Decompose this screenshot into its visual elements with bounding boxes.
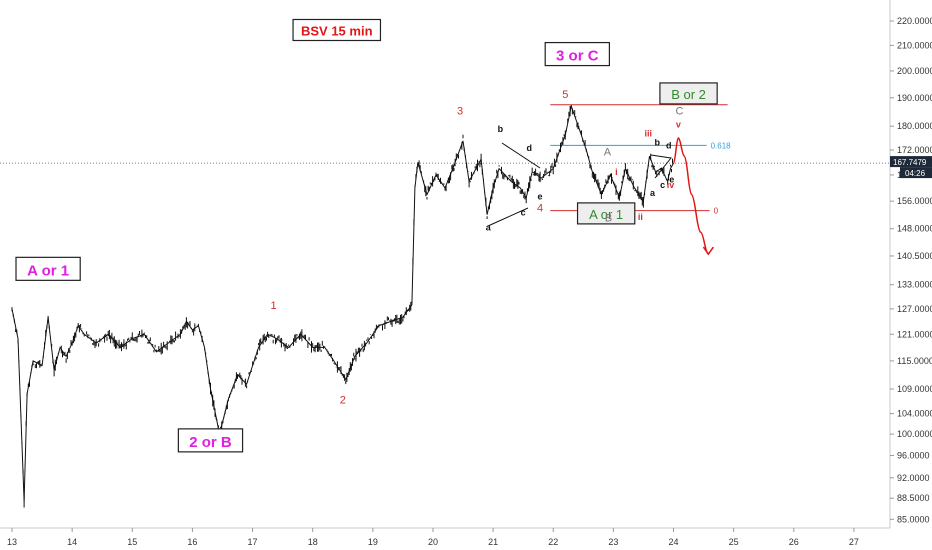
levels-layer: 0.618 0: [0, 104, 890, 216]
wave-label-text: A or 1: [27, 262, 69, 279]
price-tick-label: 133.0000: [897, 280, 932, 290]
wave-label: A: [604, 146, 612, 158]
price-tag-layer: 167.7479 04:26: [890, 156, 932, 179]
triangle-pattern-1-top: [501, 142, 541, 169]
price-tick-label: 100.0000: [897, 429, 932, 439]
price-tick-label: 190.0000: [897, 93, 932, 103]
price-axis[interactable]: 85.0000 88.5000 92.0000 96.0000 100.0000 104.…: [889, 0, 932, 528]
time-tick-label: 21: [488, 537, 498, 547]
wave-label: c: [521, 207, 526, 217]
wave-label-frame: [15, 256, 81, 281]
wave-label: b: [498, 124, 504, 134]
wave-label-text: A or 1: [589, 207, 623, 222]
wave-label: v: [676, 120, 681, 130]
triangle-patterns: [487, 142, 672, 227]
countdown-tag: [900, 167, 932, 179]
wave-label: e: [669, 175, 674, 185]
wave-label-box: A or 1: [576, 202, 636, 225]
wave-label-box: A or 1: [15, 256, 81, 281]
wave-label: B: [605, 213, 612, 225]
wave-label-box: B or 2: [659, 82, 718, 105]
price-tick-label: 200.0000: [897, 66, 932, 76]
wave-label: iii: [644, 128, 652, 138]
wave-label-box: 2 or B: [177, 428, 244, 453]
wave-label-text: BSV 15 min: [301, 23, 373, 38]
price-series: [11, 104, 674, 508]
time-tick-label: 14: [67, 537, 77, 547]
price-tick-label: 92.0000: [897, 473, 930, 483]
price-tick-label: 148.0000: [897, 224, 932, 234]
price-tick-label: 180.0000: [897, 121, 932, 131]
wave-label: c: [660, 180, 665, 190]
time-tick-label: 16: [187, 537, 197, 547]
current-price-label: 167.7479: [893, 158, 927, 167]
wave-label: a: [650, 188, 656, 198]
time-axis[interactable]: 13 14 15 16 17 18 19 20 21 22 23 24 25 26 27: [0, 527, 890, 547]
wave-label-text: 3 or C: [556, 48, 599, 65]
price-tick-label: 88.5000: [897, 493, 930, 503]
level-label: 0.618: [711, 141, 732, 150]
wave-label: i: [615, 167, 618, 177]
wave-label: 2: [340, 395, 346, 407]
wave-label: C: [676, 106, 684, 118]
price-candles: [11, 105, 673, 508]
price-tick-label: 172.0000: [897, 145, 932, 155]
current-price-tag: [890, 156, 932, 168]
wave-label: b: [655, 137, 661, 147]
wave-label: e: [538, 191, 543, 201]
price-tick-label: 140.5000: [897, 251, 932, 261]
wave-label-frame: [544, 41, 610, 67]
time-tick-label: 17: [248, 537, 258, 547]
time-tick-label: 20: [428, 537, 438, 547]
time-tick-label: 27: [849, 537, 859, 547]
price-tick-label: 121.0000: [897, 329, 932, 339]
time-tick-label: 19: [368, 537, 378, 547]
wave-label-box: 3 or C: [544, 41, 610, 67]
wave-label: d: [526, 143, 532, 153]
price-tick-label: 156.0000: [897, 196, 932, 206]
time-tick-label: 22: [548, 537, 558, 547]
wave-label: 1: [271, 300, 277, 312]
price-tick-label: 127.0000: [897, 304, 932, 314]
projection-arrowhead: [702, 246, 715, 256]
price-tick-label: 85.0000: [897, 514, 930, 524]
wave-label: 5: [562, 89, 568, 101]
projection-layer: [672, 137, 715, 256]
wave-label: 4: [537, 202, 543, 214]
time-tick-label: 24: [669, 537, 679, 547]
wave-label-text: 2 or B: [189, 434, 232, 451]
wave-label-frame: [576, 202, 636, 225]
projection-arrow: [672, 137, 709, 255]
price-tick-label: 220.0000: [897, 16, 932, 26]
time-tick-label: 18: [308, 537, 318, 547]
wave-label-frame: [659, 82, 718, 105]
level-label: 0: [714, 207, 719, 216]
price-tick-label: 109.0000: [897, 384, 932, 394]
wave-label: ii: [638, 212, 643, 222]
wave-label: a: [486, 222, 492, 232]
price-tick-label: 210.0000: [897, 40, 932, 50]
countdown-label: 04:26: [905, 169, 926, 178]
wave-label-text: B or 2: [671, 87, 706, 102]
annotation-layer: A or 1 2 or B 3 or C BSV 15 min B or 2 A or 1…: [15, 18, 718, 453]
time-tick-label: 15: [127, 537, 137, 547]
wave-label: iv: [667, 180, 675, 190]
wave-label-frame: [177, 428, 244, 453]
wave-label: d: [666, 140, 672, 150]
price-tick-label: 104.0000: [897, 409, 932, 419]
wave-label-frame: [292, 18, 382, 42]
time-tick-label: 23: [608, 537, 618, 547]
wave-label-box: BSV 15 min: [292, 18, 382, 42]
time-tick-label: 13: [7, 537, 17, 547]
price-tick-label: 115.0000: [897, 356, 932, 366]
triangle-pattern-1: [487, 207, 529, 227]
time-tick-label: 26: [789, 537, 799, 547]
price-line: [11, 104, 674, 502]
time-tick-label: 25: [729, 537, 739, 547]
triangle-pattern-2: [650, 154, 672, 179]
wave-label: 3: [457, 106, 463, 118]
price-tick-label: 96.0000: [897, 451, 930, 461]
